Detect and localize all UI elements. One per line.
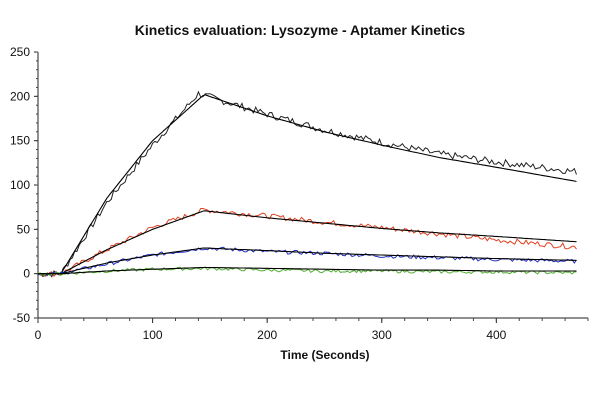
x-tick-label: 400	[486, 328, 506, 342]
y-tick-label: 200	[10, 89, 30, 103]
y-tick-label: -50	[13, 311, 31, 325]
measured-trace-1	[37, 208, 577, 278]
x-axis-label: Time (Seconds)	[280, 348, 370, 362]
fit-curve-3	[38, 266, 577, 275]
fit-curve-1	[38, 210, 577, 275]
measured-trace-3	[37, 266, 577, 276]
x-tick-label: 300	[372, 328, 392, 342]
y-tick-label: 250	[10, 45, 30, 59]
y-tick-label: 50	[17, 222, 31, 236]
fit-curve-0	[38, 94, 577, 275]
chart-title: Kinetics evaluation: Lysozyme - Aptamer …	[134, 22, 466, 38]
y-tick-label: 150	[10, 134, 30, 148]
axes: -50 0 50 100 150 200 250 0 100 200 300 400	[10, 45, 589, 342]
y-tick-label: 0	[23, 267, 30, 281]
y-tick-label: 100	[10, 178, 30, 192]
measured-trace-0	[37, 90, 577, 278]
x-tick-label: 100	[143, 328, 163, 342]
x-tick-label: 0	[35, 328, 42, 342]
fit-curve-2	[38, 247, 577, 275]
series-layer	[37, 90, 577, 278]
x-tick-label: 200	[257, 328, 277, 342]
